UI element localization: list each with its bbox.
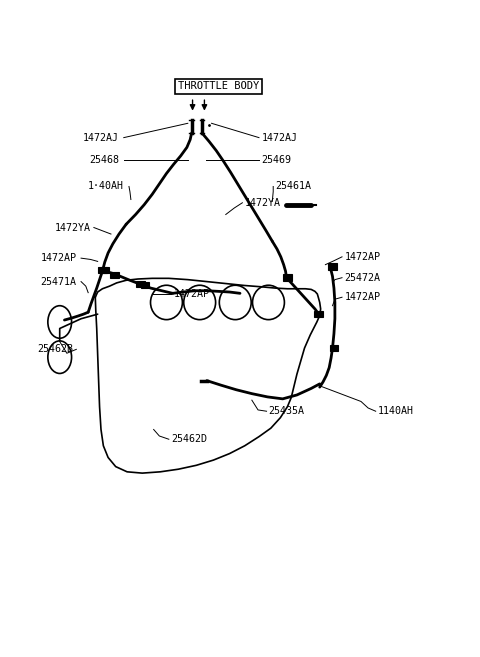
Bar (110, 272, 119, 279)
Bar (330, 345, 338, 351)
Text: 1472AP: 1472AP (174, 289, 210, 299)
Text: 25461A: 25461A (276, 181, 312, 191)
Text: 25462D: 25462D (171, 434, 207, 444)
Bar (283, 275, 292, 281)
Text: 1472AJ: 1472AJ (261, 133, 297, 143)
Text: 1140AH: 1140AH (378, 406, 414, 417)
Text: 25471A: 25471A (40, 277, 76, 286)
Text: 25462B: 25462B (37, 344, 73, 354)
Text: 1472AP: 1472AP (344, 292, 380, 302)
Text: 25468: 25468 (89, 156, 119, 166)
Bar (141, 282, 149, 288)
Text: 25435A: 25435A (268, 406, 304, 417)
Text: 1472YA: 1472YA (55, 223, 91, 233)
Text: 1472AP: 1472AP (40, 253, 76, 263)
Text: THROTTLE BODY: THROTTLE BODY (178, 81, 259, 91)
Text: 25472A: 25472A (344, 273, 380, 283)
Bar (328, 263, 337, 270)
Text: 1472AP: 1472AP (344, 252, 380, 262)
Text: 1·40AH: 1·40AH (88, 181, 124, 191)
Text: 25469: 25469 (261, 156, 291, 166)
Bar (136, 281, 144, 288)
Bar (98, 267, 107, 273)
Bar (314, 311, 323, 317)
Text: 1472AJ: 1472AJ (83, 133, 119, 143)
Text: 1472YA: 1472YA (245, 198, 281, 208)
Bar (100, 267, 109, 273)
